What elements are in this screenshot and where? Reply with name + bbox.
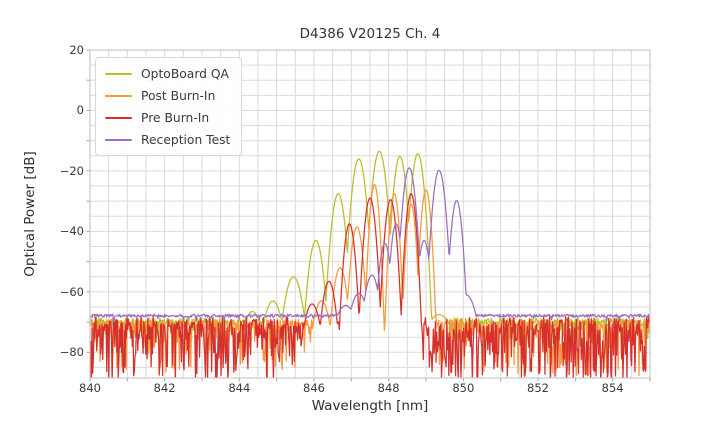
legend-swatch (105, 72, 132, 75)
y-tick-label: −80 (59, 345, 84, 360)
y-tick-label: −20 (59, 163, 84, 178)
x-tick-label: 848 (377, 381, 400, 395)
x-tick-label: 842 (153, 381, 176, 395)
x-tick-label: 850 (452, 381, 475, 395)
legend-item: Post Burn-In (105, 87, 230, 104)
legend-item: Reception Test (105, 131, 230, 148)
legend-label: Pre Burn-In (141, 110, 210, 125)
y-tick-label: 20 (69, 43, 84, 57)
x-axis-label: Wavelength [nm] (311, 398, 429, 414)
legend-label: Post Burn-In (141, 88, 216, 103)
legend-label: Reception Test (141, 132, 231, 147)
series-line-reception-test (90, 167, 650, 323)
x-tick-label: 840 (79, 381, 101, 395)
axes-frame (89, 49, 651, 379)
legend-box: OptoBoard QA Post Burn-In Pre Burn-In Recep… (95, 57, 243, 156)
x-tick-label: 844 (228, 381, 251, 395)
legend-label: OptoBoard QA (141, 66, 229, 81)
legend-swatch (105, 94, 132, 97)
x-tick-label: 852 (527, 381, 549, 395)
legend-item: Pre Burn-In (105, 109, 230, 126)
chart-title: D4386 V20125 Ch. 4 (299, 26, 441, 42)
y-tick-label: 0 (76, 103, 84, 118)
legend-item: OptoBoard QA (105, 65, 230, 82)
legend-swatch (105, 138, 132, 141)
series-line-pre-burn-in (90, 192, 650, 378)
x-tick-label: 846 (303, 381, 325, 395)
y-tick-label: −40 (59, 224, 84, 239)
series-line-post-burn-in (90, 183, 650, 378)
x-tick-label: 854 (601, 381, 624, 395)
y-tick-label: −60 (59, 284, 84, 299)
legend-swatch (105, 116, 132, 119)
